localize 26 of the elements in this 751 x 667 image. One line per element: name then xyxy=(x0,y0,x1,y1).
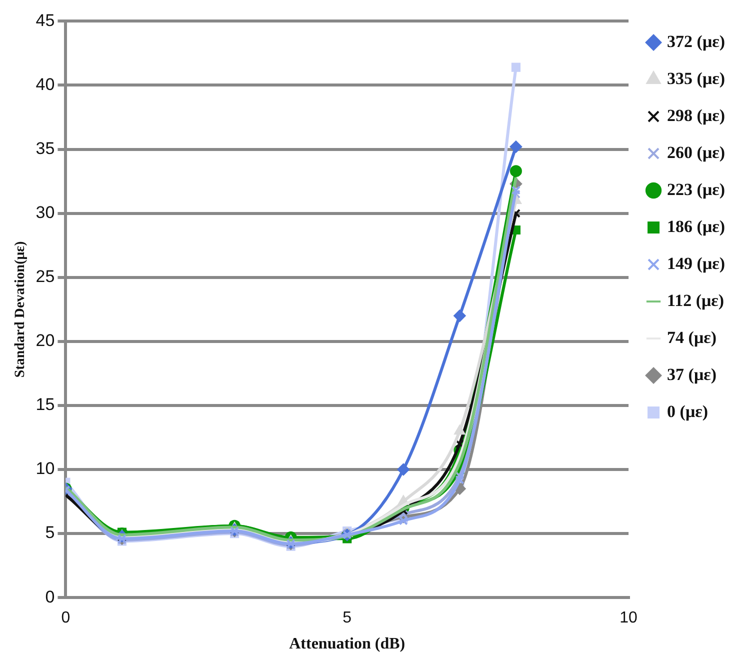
legend-label: 186 (με) xyxy=(667,216,726,236)
y-tick-label: 35 xyxy=(36,138,55,158)
y-tick-label: 30 xyxy=(36,203,55,222)
y-tick-label: 20 xyxy=(36,331,55,350)
legend-label: 74 (με) xyxy=(667,328,717,347)
y-tick-label: 40 xyxy=(36,74,55,94)
x-tick-label: 0 xyxy=(61,610,70,627)
legend-label: 0 (με) xyxy=(667,402,708,421)
legend-label: 298 (με) xyxy=(667,106,726,125)
y-axis-title: Standard Devation(με) xyxy=(13,240,28,378)
y-tick-label: 15 xyxy=(36,395,55,414)
legend-label: 223 (με) xyxy=(667,180,726,199)
x-axis-title: Attenuation (dB) xyxy=(289,636,406,653)
x-tick-label: 10 xyxy=(620,610,638,627)
legend-label: 335 (με) xyxy=(667,68,726,88)
legend-label: 149 (με) xyxy=(667,254,726,273)
legend-label: 372 (με) xyxy=(667,32,726,51)
legend-label: 260 (με) xyxy=(667,142,726,162)
x-tick-label: 5 xyxy=(342,610,352,627)
y-tick-label: 5 xyxy=(45,523,55,542)
legend-label: 112 (με) xyxy=(667,290,724,310)
y-tick-label: 45 xyxy=(36,10,55,30)
y-tick-label: 0 xyxy=(45,587,55,606)
y-tick-label: 25 xyxy=(36,267,55,286)
y-tick-label: 10 xyxy=(36,459,55,478)
legend-label: 37 (με) xyxy=(667,364,717,384)
